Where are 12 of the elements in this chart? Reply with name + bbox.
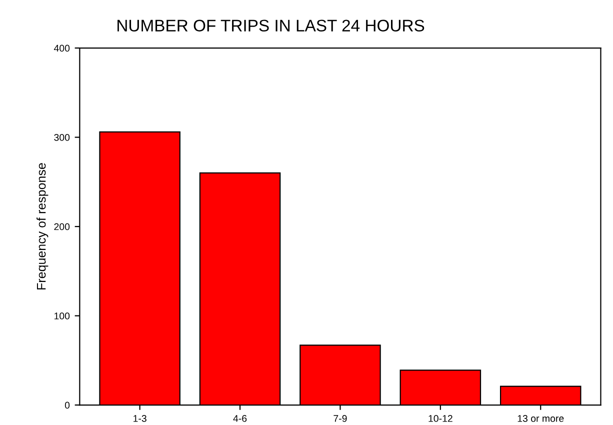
y-tick-label: 100 bbox=[54, 312, 70, 320]
x-tick-label: 13 or more bbox=[518, 415, 564, 422]
x-tick-label: 10-12 bbox=[428, 415, 452, 422]
x-tick-label: 7-9 bbox=[334, 415, 347, 422]
x-tick-label: 4-6 bbox=[233, 415, 247, 422]
y-tick-label: 400 bbox=[54, 44, 70, 52]
chart-title: NUMBER OF TRIPS IN LAST 24 HOURS bbox=[118, 20, 424, 32]
y-axis-title: Frequency of response bbox=[36, 163, 48, 290]
y-tick-label: 300 bbox=[54, 134, 70, 141]
y-tick-label: 0 bbox=[64, 402, 70, 409]
y-tick-label: 200 bbox=[54, 223, 70, 230]
x-tick-label: 1-3 bbox=[134, 415, 146, 422]
